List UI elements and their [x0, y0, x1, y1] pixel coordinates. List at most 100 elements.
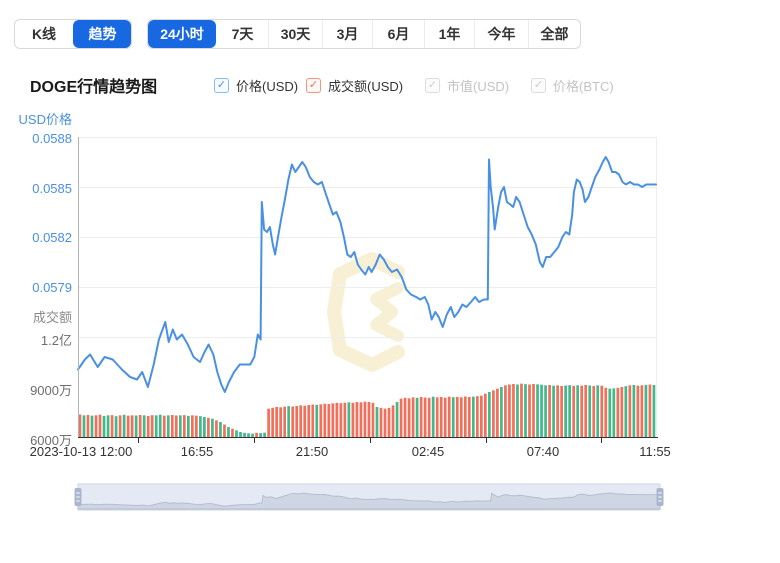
volume-bar	[644, 384, 648, 437]
tab-range-all[interactable]: 全部	[528, 20, 580, 48]
volume-bar	[520, 383, 523, 437]
volume-bar	[190, 415, 194, 437]
price-line	[77, 156, 657, 393]
tab-range-7d[interactable]: 7天	[231, 26, 254, 42]
legend-label: 价格(USD)	[236, 79, 299, 94]
volume-bar	[255, 432, 258, 437]
volume-bar	[247, 433, 250, 437]
volume-bar	[215, 420, 218, 437]
tab-trend[interactable]: 趋势	[73, 20, 131, 48]
volume-bar	[142, 415, 146, 437]
volume-bar	[347, 402, 351, 437]
volume-bar	[572, 385, 576, 437]
checkbox-checked-icon[interactable]: ✓	[306, 78, 321, 93]
volume-bar	[588, 385, 592, 437]
legend-price-btc[interactable]: ✓ 价格(BTC)	[531, 76, 614, 95]
volume-bar	[223, 424, 226, 437]
tab-range-24h[interactable]: 24小时	[148, 20, 216, 48]
volume-bar	[251, 433, 254, 437]
legend-marketcap-usd[interactable]: ✓ 市值(USD)	[425, 76, 509, 95]
time-range-tab-group: 24小时 7天 30天 3月 6月 1年 今年 全部	[147, 19, 581, 49]
volume-bar	[427, 397, 431, 437]
volume-bar	[395, 402, 399, 437]
legend-volume-usd[interactable]: ✓ 成交额(USD)	[306, 76, 403, 95]
tab-range-3m[interactable]: 3月	[322, 20, 372, 48]
volume-bar	[564, 385, 567, 437]
volume-bar	[311, 404, 315, 437]
volume-bar	[463, 396, 467, 437]
volume-bar	[78, 414, 82, 437]
volume-bar	[544, 385, 547, 437]
volume-bar	[411, 397, 415, 437]
volume-bar	[415, 397, 419, 437]
price-tick-label: 0.0588	[32, 131, 72, 146]
volume-bar	[267, 408, 270, 437]
volume-bar	[339, 403, 343, 437]
volume-bar	[399, 398, 403, 437]
volume-bar	[556, 385, 559, 437]
tab-range-30d[interactable]: 30天	[268, 20, 322, 48]
volume-bar	[592, 386, 596, 437]
volume-bar	[403, 397, 407, 437]
volume-bar	[186, 415, 190, 437]
volume-tick-label: 1.2亿	[40, 333, 72, 348]
volume-bar	[524, 384, 527, 437]
price-axis-title: USD价格	[18, 112, 72, 127]
checkbox-unchecked-icon[interactable]: ✓	[425, 78, 440, 93]
volume-bar	[407, 398, 411, 437]
volume-bar	[443, 397, 447, 437]
volume-bar	[126, 415, 130, 437]
volume-bar	[560, 386, 563, 437]
volume-bar	[323, 403, 327, 437]
checkbox-checked-icon[interactable]: ✓	[214, 78, 229, 93]
volume-bar	[203, 417, 206, 437]
volume-bar	[500, 387, 503, 437]
tab-range-ytd[interactable]: 今年	[474, 20, 528, 48]
volume-bar	[439, 397, 443, 437]
volume-bar	[383, 408, 387, 437]
volume-bar	[616, 387, 620, 437]
legend-price-usd[interactable]: ✓ 价格(USD)	[214, 76, 298, 95]
volume-bar	[106, 415, 110, 437]
volume-bar	[150, 415, 154, 437]
chart-type-tab-group: K线 趋势	[14, 19, 132, 49]
x-tick-label: 16:55	[180, 444, 214, 459]
volume-bar	[102, 416, 106, 437]
volume-bar	[279, 407, 282, 437]
volume-bar	[367, 402, 371, 437]
tab-kline[interactable]: K线	[31, 26, 57, 42]
volume-bar	[343, 402, 347, 437]
volume-bar	[239, 432, 242, 437]
volume-bar	[295, 406, 299, 437]
volume-bar	[471, 396, 475, 437]
x-tick-label: 11:55	[639, 444, 671, 459]
legend-label: 价格(BTC)	[553, 79, 614, 94]
volume-bar	[528, 384, 531, 437]
volume-bar	[90, 415, 94, 437]
volume-bar	[512, 384, 515, 437]
volume-bar	[263, 432, 266, 437]
volume-bar	[608, 388, 612, 437]
volume-bar	[580, 385, 584, 437]
tab-range-1y[interactable]: 1年	[424, 20, 474, 48]
x-tick-label: 02:45	[411, 444, 445, 459]
volume-bar	[275, 407, 278, 437]
volume-bar	[170, 415, 174, 437]
volume-bar	[315, 404, 319, 437]
volume-bar	[375, 407, 379, 437]
volume-bar	[371, 402, 375, 437]
price-tick-label: 0.0585	[32, 181, 72, 196]
volume-bar	[271, 407, 274, 437]
tab-range-6m[interactable]: 6月	[372, 20, 424, 48]
volume-bar	[628, 385, 632, 437]
volume-bar	[130, 415, 134, 437]
volume-bar	[227, 427, 230, 437]
volume-bar	[199, 416, 202, 437]
watermark-logo	[327, 252, 405, 372]
checkbox-unchecked-icon[interactable]: ✓	[531, 78, 546, 93]
volume-bar	[291, 406, 295, 437]
volume-bar	[166, 415, 170, 437]
volume-bar	[479, 395, 483, 437]
